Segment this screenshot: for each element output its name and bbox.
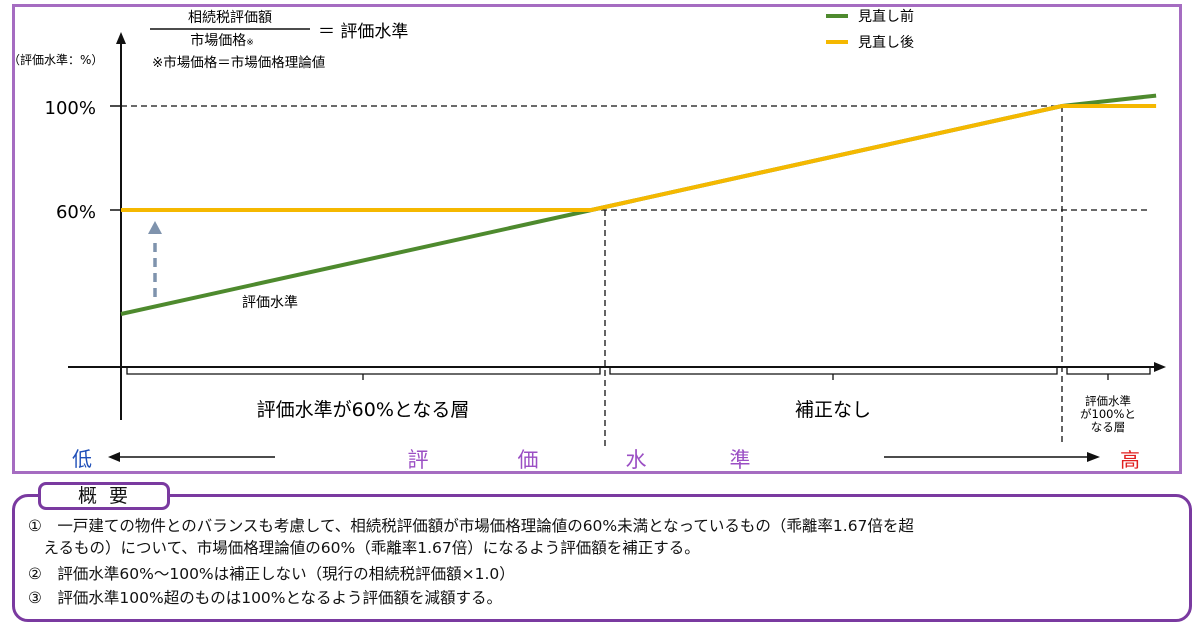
axis-title-char-2: 価 — [518, 448, 539, 472]
summary-line-1: ① 一戸建ての物件とのバランスも考慮して、相続税評価額が市場価格理論値の60%未… — [28, 517, 914, 535]
x-axis-arrow — [1154, 362, 1166, 372]
summary-box — [12, 494, 1192, 622]
formula-numerator: 相続税評価額 — [188, 9, 272, 26]
axis-low-label: 低 — [72, 447, 92, 471]
y-tick-label-60: 60% — [56, 202, 96, 223]
zone-label-1: 評価水準が60%となる層 — [257, 399, 470, 421]
zone-bracket-1 — [126, 368, 601, 380]
axis-high-label: 高 — [1120, 448, 1140, 472]
axis-title-char-4: 準 — [730, 448, 751, 472]
zone-label-3: 評価水準が100%となる層 — [1080, 394, 1136, 434]
legend-label-after: 見直し後 — [858, 34, 914, 51]
zone-label-3-line: 評価水準 — [1085, 394, 1131, 408]
y-axis-label: （評価水準：%） — [8, 52, 103, 67]
zone-bracket-2 — [609, 368, 1058, 380]
right-arrow-head — [1087, 452, 1100, 462]
formula-footnote: ※市場価格＝市場価格理論値 — [152, 54, 325, 71]
axis-title-char-3: 水 — [626, 448, 647, 472]
series-line-after — [121, 104, 1157, 212]
summary-line-2: えるもの）について、市場価格理論値の60%（乖離率1.67倍）になるよう評価額を… — [28, 539, 700, 557]
zone-bracket-3 — [1066, 368, 1151, 380]
zone-label-3-line: が100%と — [1080, 407, 1136, 421]
series-label-before: 評価水準 — [242, 295, 298, 311]
left-arrow-head — [108, 452, 120, 462]
formula-denominator: 市場価格※ — [190, 32, 254, 49]
y-tick-label-100: 100% — [45, 98, 96, 119]
summary-title: 概要 — [38, 482, 170, 510]
summary-line-3: ② 評価水準60%～100%は補正しない（現行の相続税評価額×1.0） — [28, 565, 515, 583]
formula-result: ＝ 評価水準 — [318, 22, 408, 42]
correction-arrowhead — [148, 221, 162, 234]
zone-label-3-line: なる層 — [1091, 420, 1126, 434]
y-axis-arrow — [116, 32, 126, 44]
series-line-before — [120, 93, 1157, 316]
summary-line-4: ③ 評価水準100%超のものは100%となるよう評価額を減額する。 — [28, 589, 503, 607]
axis-title-char-1: 評 — [408, 448, 429, 472]
chart-frame — [12, 4, 1182, 474]
legend-label-before: 見直し前 — [858, 8, 914, 25]
zone-label-2: 補正なし — [795, 399, 871, 421]
